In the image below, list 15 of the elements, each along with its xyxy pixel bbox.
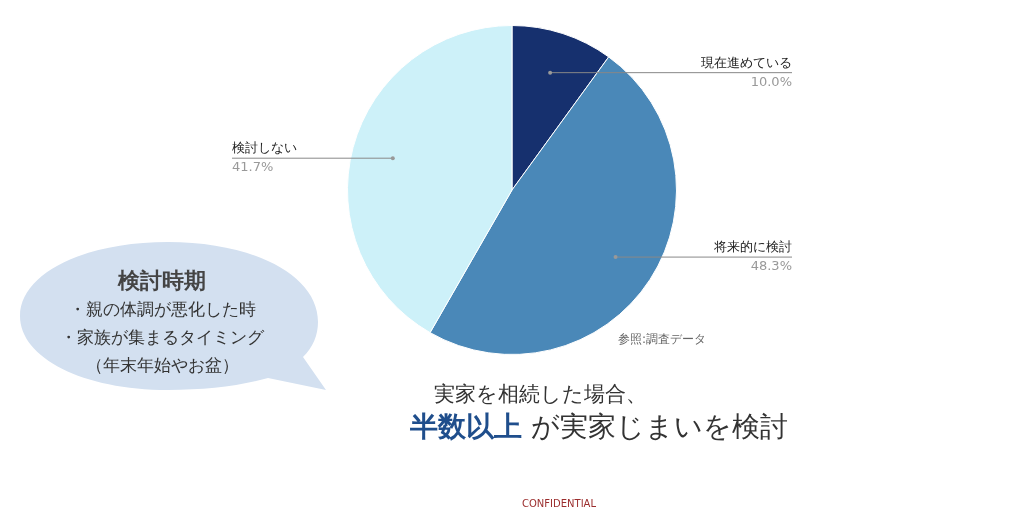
text: （年末年始やお盆） <box>85 354 239 377</box>
slice-label: 将来的に検討 <box>713 238 792 254</box>
data-label: 41.7% <box>232 159 274 175</box>
slice-label: 検討しない <box>232 140 297 156</box>
data-label: 10.0% <box>750 73 792 89</box>
text: CONFIDENTIAL <box>522 498 597 509</box>
text: 実家を相続した場合、 <box>433 381 647 408</box>
data-label: 48.3% <box>750 257 792 273</box>
slice-label: 現在進めている <box>701 54 792 70</box>
text: ・家族が集まるタイミング <box>60 326 264 349</box>
text: 検討時期 <box>118 267 206 295</box>
text: 半数以上 <box>410 409 522 445</box>
text: が実家じまいを検討 <box>529 409 788 445</box>
text: ・親の体調が悪化した時 <box>68 298 256 321</box>
text: 参照:調査データ <box>618 331 707 348</box>
